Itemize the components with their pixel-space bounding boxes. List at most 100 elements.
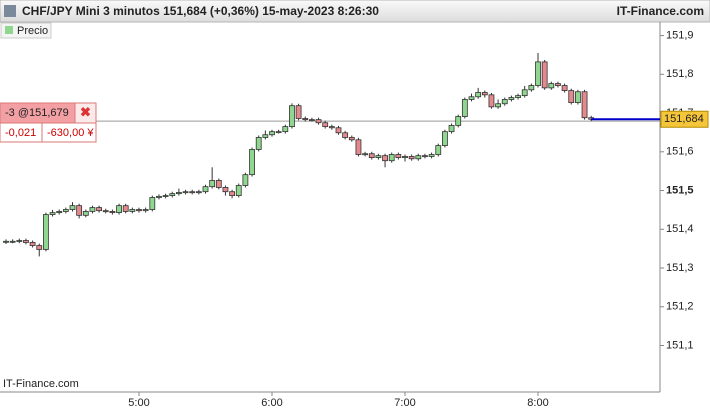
candle-body <box>388 154 395 162</box>
candle-body <box>102 210 109 213</box>
candle-body <box>428 154 435 157</box>
last-price-tag <box>660 110 709 128</box>
y-tick-label: 151,4 <box>666 223 694 235</box>
candle-body <box>229 191 236 196</box>
candle-body <box>328 126 335 129</box>
legend <box>0 22 52 39</box>
x-tick-label: 8:00 <box>527 397 548 409</box>
y-tick-label: 151,5 <box>666 184 694 196</box>
candle-body <box>23 240 29 243</box>
candle-body <box>461 99 468 117</box>
order-close-icon[interactable]: ✖ <box>80 104 91 119</box>
order-pnl: -0,021 <box>5 127 36 139</box>
candle-body <box>422 155 428 158</box>
candle-body <box>475 92 482 98</box>
legend-label: Precio <box>17 25 48 37</box>
candle-body <box>308 119 315 122</box>
candle-body <box>249 149 255 176</box>
legend-swatch <box>5 26 13 34</box>
candle-body <box>541 61 548 89</box>
candle-body <box>468 96 475 100</box>
candle-body <box>402 156 408 159</box>
order-label: -3 @151,679 <box>5 107 69 119</box>
candle-body <box>162 195 169 197</box>
y-tick-label: 151,9 <box>666 29 694 41</box>
candle-body <box>255 137 262 150</box>
candle-body <box>555 83 561 86</box>
candle-body <box>348 137 355 141</box>
candle-body <box>116 205 122 214</box>
candle-body <box>76 205 83 216</box>
last-price-label: 151,684 <box>664 113 704 125</box>
candle-body <box>275 131 282 134</box>
candle-body <box>36 245 43 250</box>
candle-body <box>501 99 508 105</box>
candle-body <box>435 145 442 155</box>
candle-body <box>122 205 129 212</box>
candle-body <box>29 242 36 246</box>
candle-body <box>189 191 196 194</box>
candle-body <box>96 207 102 212</box>
order-pnl-ccy-bg <box>41 122 97 143</box>
candle-body <box>335 127 342 134</box>
candle-body <box>43 214 49 250</box>
candle-body <box>56 211 63 214</box>
candle-body <box>548 83 555 89</box>
candle-body <box>9 240 16 243</box>
candle-body <box>109 211 116 214</box>
candle-body <box>448 125 455 133</box>
y-tick-label: 151,6 <box>666 146 694 158</box>
candle-body <box>222 187 229 193</box>
candle-body <box>282 126 289 133</box>
candle-body <box>375 155 382 159</box>
candle-body <box>62 209 69 212</box>
watermark: IT-Finance.com <box>3 378 79 390</box>
candle-body <box>315 119 322 124</box>
order-box: -3 @151,679 ✖ -0,021 -630,00 ¥ <box>0 102 97 143</box>
header-icon[interactable] <box>4 5 16 17</box>
candle-body <box>302 118 309 121</box>
candle-body <box>481 92 488 96</box>
candle-body <box>528 85 535 91</box>
candle-body <box>535 61 541 86</box>
candle-body <box>568 90 575 103</box>
candle-body <box>202 186 209 193</box>
candle-body <box>575 91 581 103</box>
candle-body <box>342 132 349 138</box>
candle-body <box>129 209 136 212</box>
candle-body <box>49 212 56 215</box>
candle-body <box>235 185 242 196</box>
candle-body <box>182 191 189 194</box>
candle-body <box>16 240 23 242</box>
candle-body <box>488 94 495 108</box>
y-tick-label: 151,1 <box>666 339 694 351</box>
candle-body <box>262 134 269 138</box>
candle-body <box>581 91 588 119</box>
candle-body <box>169 193 176 196</box>
header-bar <box>0 0 710 23</box>
candle-body <box>415 155 422 160</box>
candle-body <box>149 197 156 210</box>
candle-body <box>368 153 375 159</box>
candle-body <box>408 156 415 160</box>
candle-body <box>69 205 76 210</box>
candle-body <box>242 174 249 186</box>
candle-body <box>382 155 388 162</box>
candle-body <box>136 209 142 212</box>
candle-body <box>175 192 182 195</box>
candle-body <box>82 211 89 216</box>
candle-body <box>362 153 369 156</box>
candle-body <box>322 122 329 128</box>
candle-body <box>215 180 222 188</box>
candle-body <box>508 97 515 100</box>
candle-body <box>561 85 568 91</box>
header-brand: IT-Finance.com <box>617 4 704 18</box>
x-tick-label: 6:00 <box>261 397 282 409</box>
candle-body <box>521 89 528 97</box>
candle-body <box>142 209 149 212</box>
candle-body <box>289 105 295 128</box>
x-tick-label: 5:00 <box>128 397 149 409</box>
header-title: CHF/JPY Mini 3 minutos 151,684 (+0,36%) … <box>22 4 379 18</box>
